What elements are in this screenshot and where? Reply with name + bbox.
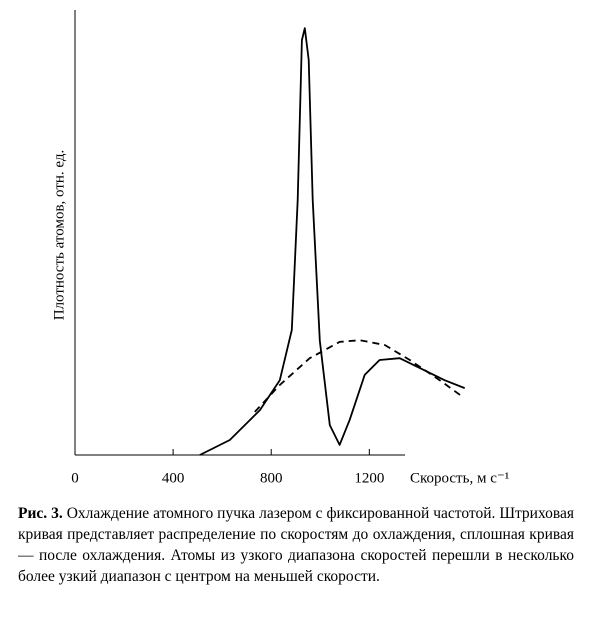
caption: Рис. 3. Охлаждение атомного пучка лазеро… — [18, 503, 574, 587]
chart: Плотность атомов, отн. ед. Скорость, м с… — [51, 10, 509, 486]
x-axis-label: Скорость, м с⁻¹ — [410, 470, 509, 486]
series-line — [199, 27, 466, 456]
caption-label: Рис. 3. — [18, 505, 63, 522]
x-tick-label: 1200 — [354, 470, 384, 486]
x-tick-label: 800 — [260, 470, 283, 486]
y-axis-label: Плотность атомов, отн. ед. — [51, 150, 67, 321]
x-tick-label: 400 — [162, 470, 185, 486]
x-tick-label: 0 — [71, 470, 79, 486]
series-line — [254, 339, 463, 413]
caption-text: Охлаждение атомного пучка лазером с фикс… — [18, 505, 575, 585]
